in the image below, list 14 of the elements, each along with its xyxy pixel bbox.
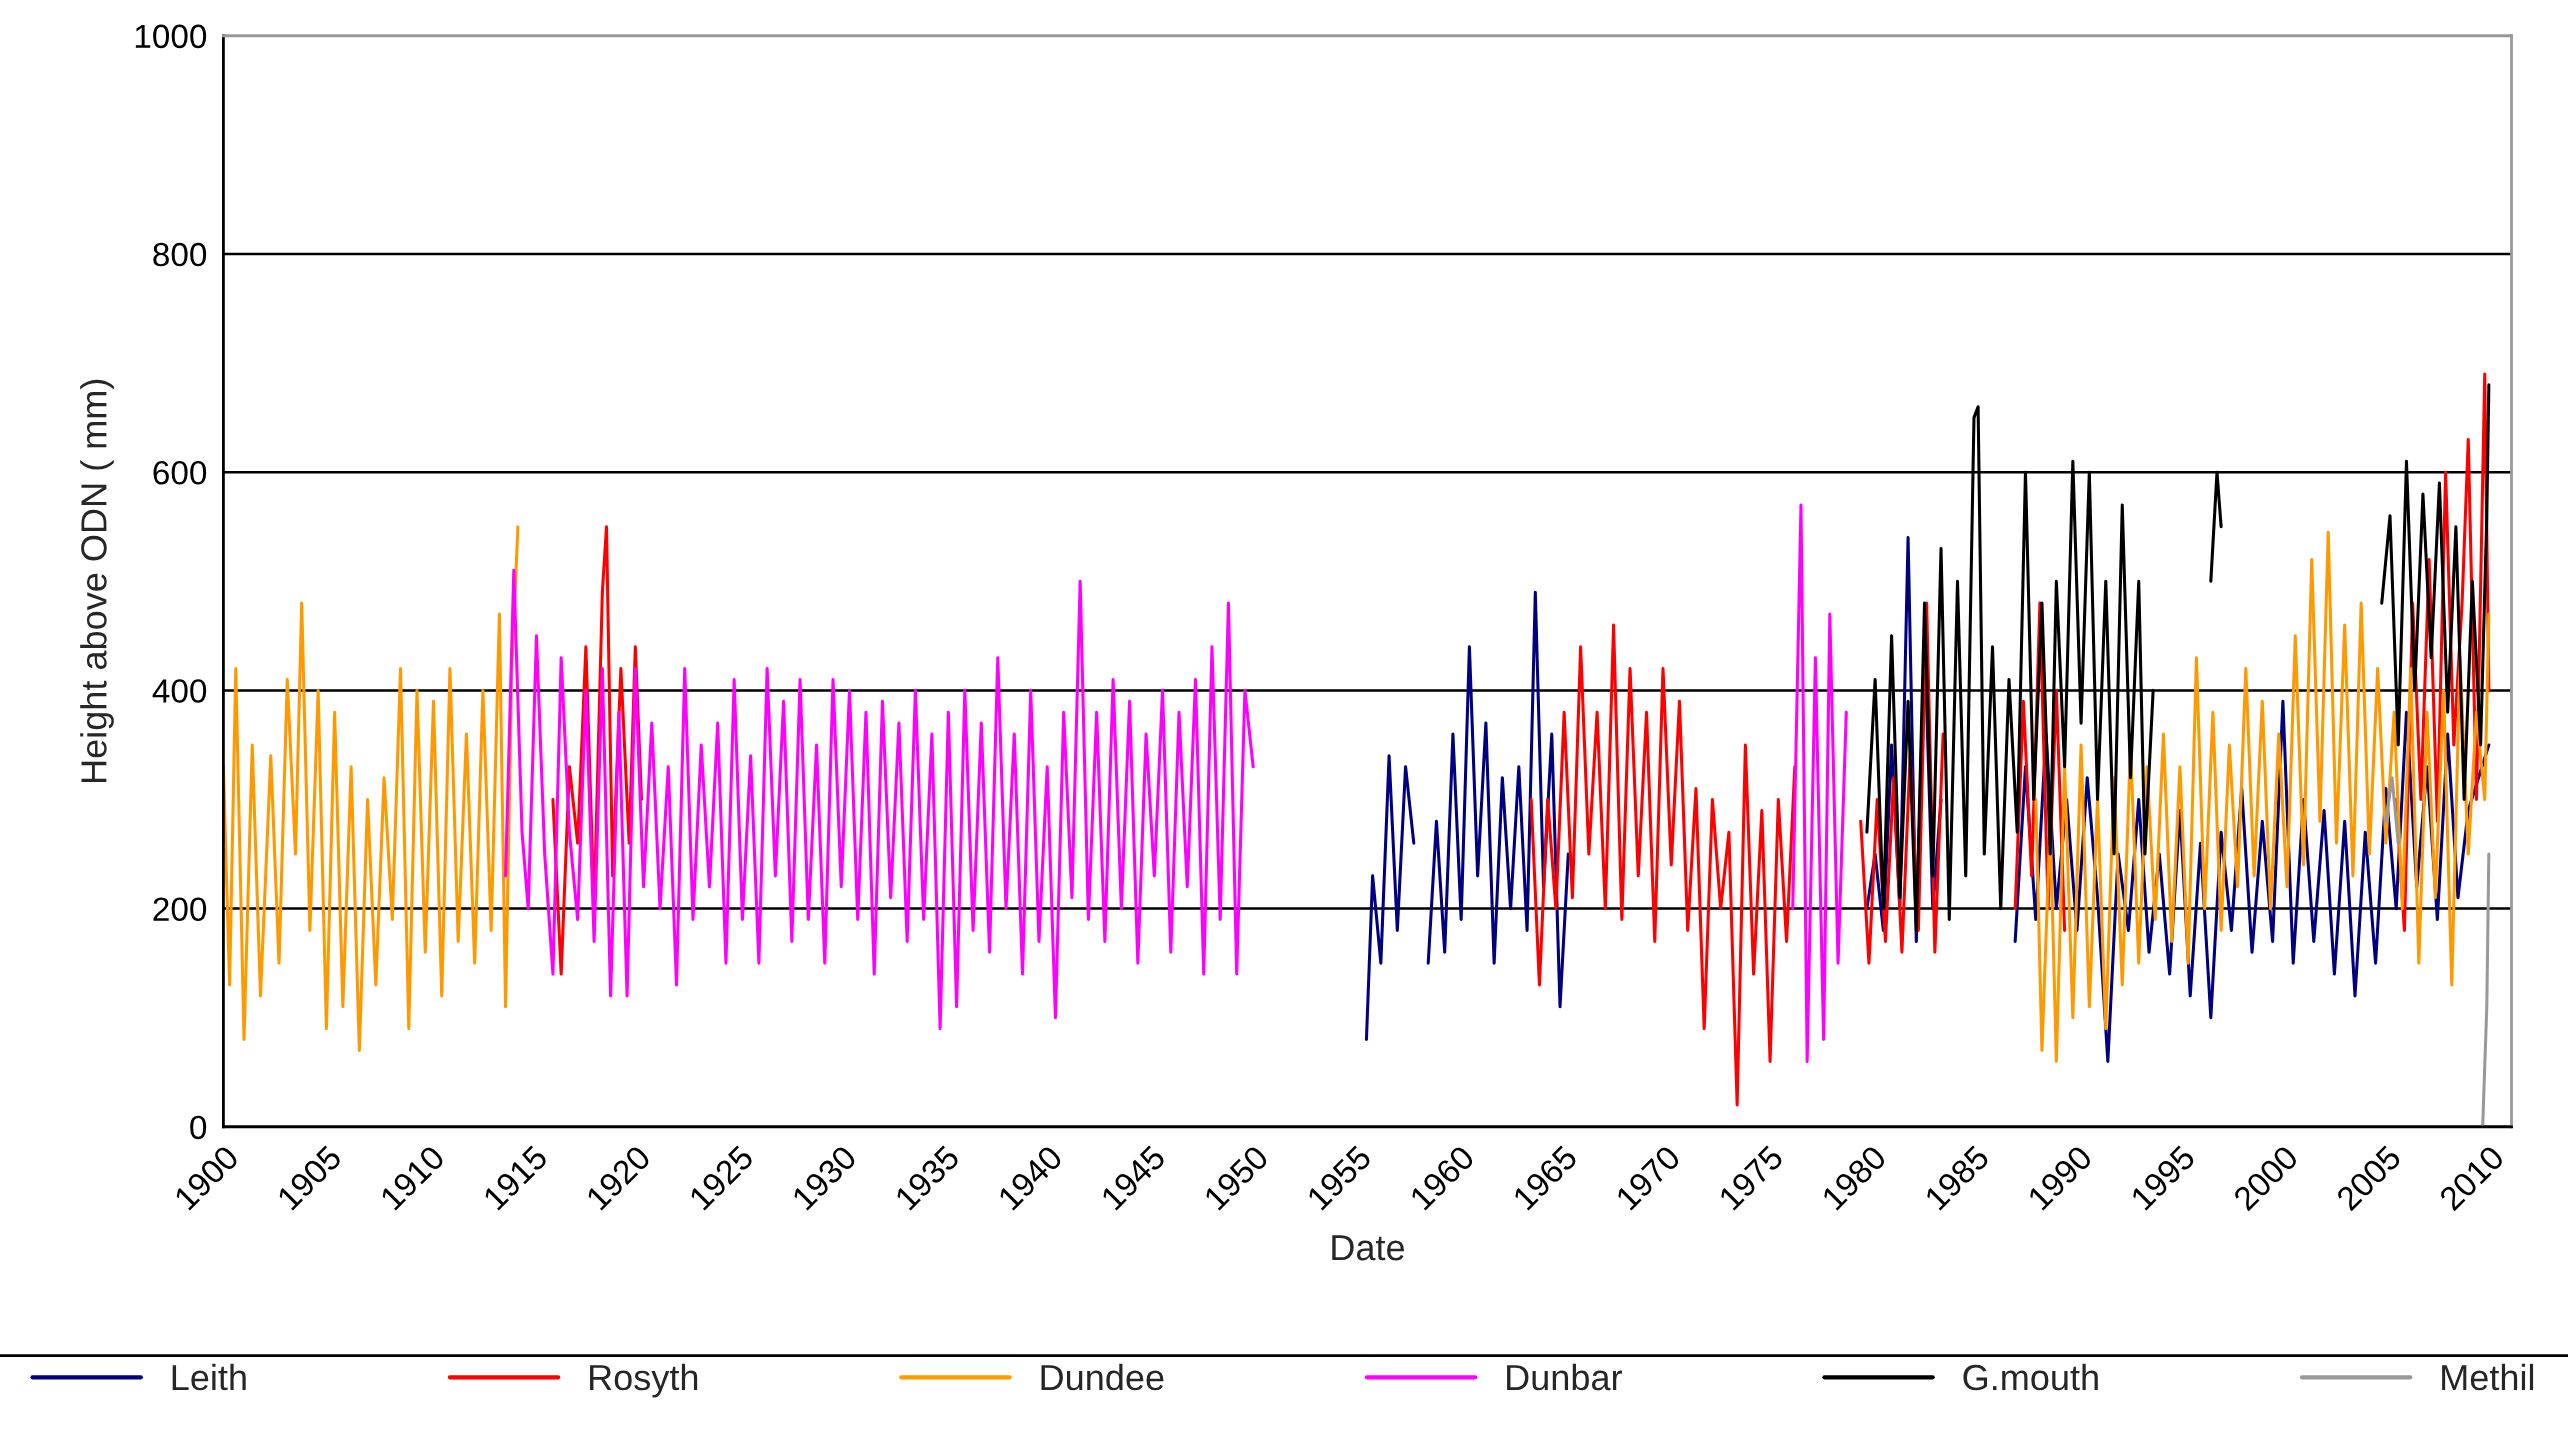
legend-label: G.mouth <box>1963 1363 2098 1391</box>
y-tick-label: 800 <box>153 242 207 267</box>
legend-label: Dundee <box>1041 1363 1164 1391</box>
legend-label: Dunbar <box>1507 1363 1622 1391</box>
y-axis-title: Height above ODN ( mm) <box>80 379 114 782</box>
y-tick-label: 600 <box>153 460 207 485</box>
legend-label: Leith <box>172 1363 246 1391</box>
y-tick-label: 200 <box>153 897 207 922</box>
y-tick-label: 0 <box>190 1115 207 1140</box>
y-tick-label: 400 <box>152 679 207 703</box>
legend-label: Rosyth <box>590 1363 698 1398</box>
x-axis-title: Date <box>1332 1235 1404 1261</box>
legend-label: Methil <box>2442 1363 2534 1391</box>
y-tick-label: 1000 <box>135 24 207 49</box>
